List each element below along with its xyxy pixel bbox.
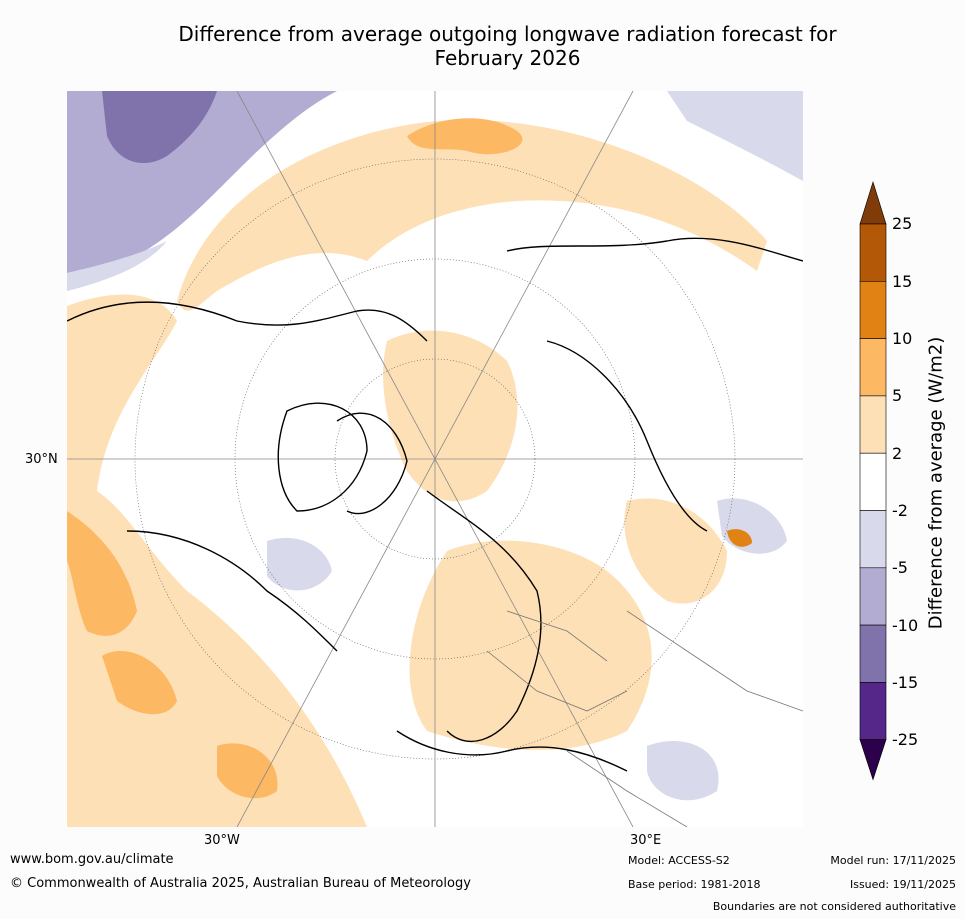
meridians <box>67 91 803 827</box>
colorbar-segment--25-to--15 <box>859 682 887 740</box>
tick-minus-15: -15 <box>892 673 919 692</box>
colorbar-segment-15-to-25 <box>859 223 887 282</box>
tick-minus-2: -2 <box>892 501 908 520</box>
map-title: Difference from average outgoing longwav… <box>60 22 955 70</box>
anomaly-strong-patch-japan <box>727 529 752 547</box>
footer-disclaimer: Boundaries are not considered authoritat… <box>712 900 956 913</box>
footer-website: www.bom.gov.au/climate <box>10 852 174 867</box>
colorbar-segment--2-to-2 <box>859 452 887 511</box>
tick-5: 5 <box>892 386 903 405</box>
anomaly-neg-region-nw-light <box>67 241 167 291</box>
tick-10: 10 <box>892 329 913 348</box>
anomaly-neg-region-ne <box>667 91 803 181</box>
colorbar-title: Difference from average (W/m2) <box>925 336 947 630</box>
anomaly-neg-region-nw-dark <box>102 91 217 164</box>
lat-label-30n: 30°N <box>25 452 58 467</box>
footer-model-run: Model run: 17/11/2025 <box>830 854 956 867</box>
lon-label-30e: 30°E <box>630 833 662 848</box>
colorbar-segment--15-to--10 <box>859 624 887 683</box>
anomaly-pos-region-pacific-strong-2 <box>102 651 177 715</box>
tick-15: 15 <box>892 272 913 291</box>
anomaly-pos-region-pacific-strong-3 <box>217 743 278 799</box>
footer-model: Model: ACCESS-S2 <box>628 854 730 867</box>
anomaly-pos-region-europe <box>409 540 652 750</box>
anomaly-pos-region-north-arc <box>177 119 767 311</box>
anomaly-neg-patch-sahara <box>647 741 719 801</box>
tick-minus-25: -25 <box>892 730 919 749</box>
anomaly-pos-region-north-patch <box>407 118 523 155</box>
title-line-1: Difference from average outgoing longwav… <box>178 22 837 46</box>
lon-label-30w: 30°W <box>204 833 240 848</box>
polar-map <box>67 91 803 827</box>
tick-2: 2 <box>892 444 903 463</box>
tick-minus-10: -10 <box>892 616 919 635</box>
anomaly-neg-patch-canada <box>267 537 332 591</box>
colorbar-extend-low <box>859 739 887 781</box>
tick-minus-5: -5 <box>892 558 908 577</box>
colorbar <box>859 180 887 781</box>
anomaly-pos-region-pacific-strong <box>67 511 137 636</box>
footer-copyright: © Commonwealth of Australia 2025, Austra… <box>10 876 471 891</box>
colorbar-segment-2-to-5 <box>859 395 887 454</box>
footer-base-period: Base period: 1981-2018 <box>628 878 761 891</box>
colorbar-segment-10-to-15 <box>859 281 887 339</box>
tick-25: 25 <box>892 214 913 233</box>
coastlines <box>67 237 803 772</box>
borders <box>486 610 803 827</box>
footer-issued: Issued: 19/11/2025 <box>849 878 956 891</box>
colorbar-extend-high <box>859 180 887 225</box>
anomaly-pos-region-asia <box>624 498 727 604</box>
colorbar-segment-5-to-10 <box>859 338 887 397</box>
title-line-2: February 2026 <box>434 46 581 70</box>
colorbar-segment--10-to--5 <box>859 567 887 626</box>
colorbar-segment--5-to--2 <box>859 510 887 569</box>
